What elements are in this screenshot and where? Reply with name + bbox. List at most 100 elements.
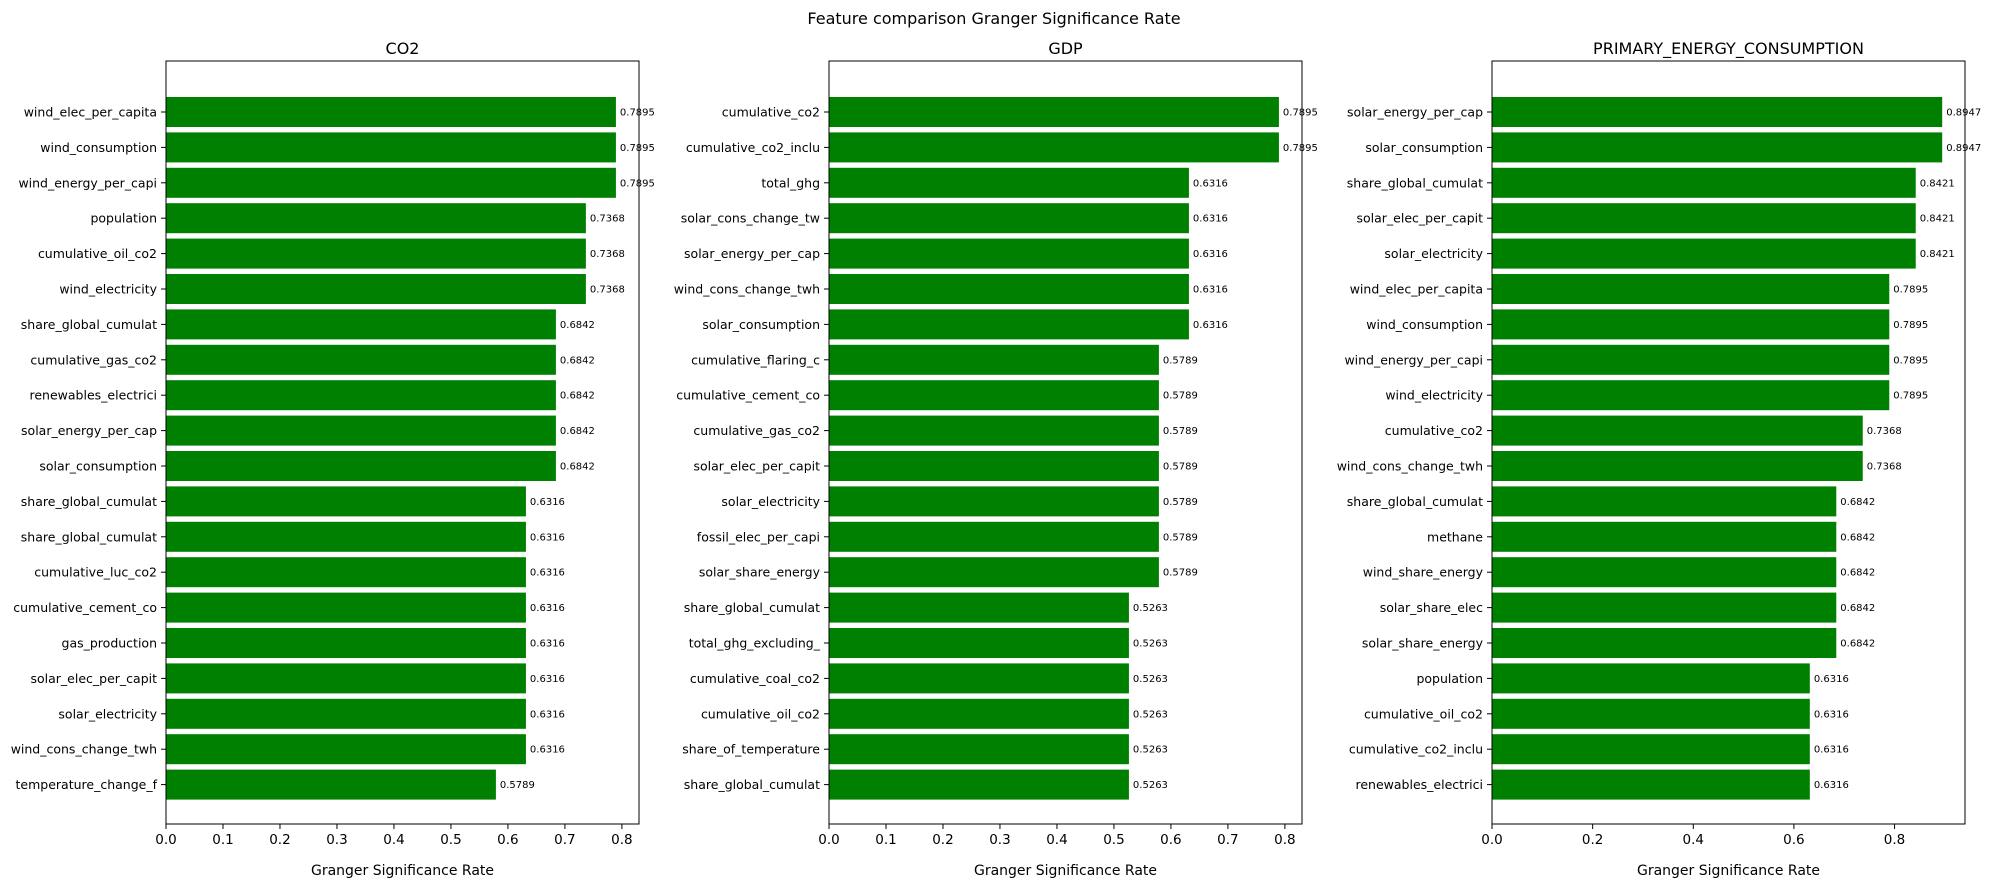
chart-2-value-label: 0.6842 [1840, 568, 1875, 579]
chart-0-x-tick-label: 0.1 [212, 832, 233, 848]
chart-1-x-tick-label: 0.7 [1217, 832, 1238, 848]
chart-1-category-label: solar_consumption [702, 317, 820, 332]
chart-2-bar [1492, 380, 1890, 411]
chart-0-category-label: solar_electricity [58, 706, 157, 721]
chart-1-bar [829, 132, 1279, 163]
chart-2-x-tick-label: 0.6 [1783, 832, 1804, 848]
chart-1-bar [829, 380, 1159, 411]
chart-2-x-tick-label: 0.2 [1582, 832, 1603, 848]
chart-0-x-tick-label: 0.2 [269, 832, 290, 848]
chart-2-x-tick-label: 0.8 [1884, 832, 1905, 848]
chart-0-category-label: gas_production [62, 636, 157, 651]
chart-2-category-label: solar_share_elec [1380, 600, 1483, 615]
chart-1-value-label: 0.6316 [1193, 178, 1228, 189]
chart-2-bar [1492, 451, 1863, 481]
chart-2-category-label: solar_elec_per_capit [1356, 211, 1483, 226]
chart-2-bar [1492, 203, 1916, 234]
chart-2-value-label: 0.7895 [1893, 285, 1928, 296]
chart-1-bar [829, 415, 1159, 446]
chart-1-bar [829, 521, 1159, 552]
chart-1-value-label: 0.6316 [1193, 320, 1228, 331]
chart-1-category-label: share_global_cumulat [684, 777, 820, 792]
chart-0-bar [166, 557, 526, 588]
chart-0-value-label: 0.6842 [560, 462, 595, 473]
chart-2-value-label: 0.7368 [1867, 462, 1902, 473]
chart-0-title: CO2 [386, 39, 420, 58]
chart-1-value-label: 0.5263 [1133, 674, 1168, 685]
chart-1-bar [829, 557, 1159, 588]
chart-2-bar [1492, 97, 1943, 127]
chart-1-category-label: total_ghg_excluding_ [689, 636, 821, 651]
chart-2-category-label: solar_electricity [1384, 246, 1483, 261]
chart-0-bar [166, 97, 616, 127]
chart-1-category-label: cumulative_co2_inclu [686, 140, 820, 155]
chart-2-value-label: 0.6842 [1840, 639, 1875, 650]
chart-2-bar [1492, 628, 1837, 658]
chart-1-category-label: solar_energy_per_cap [684, 246, 820, 261]
chart-0-category-label: renewables_electrici [30, 388, 158, 403]
chart-0-bar [166, 698, 526, 729]
chart-0-x-axis-label: Granger Significance Rate [311, 863, 494, 879]
chart-0-category-label: wind_elec_per_capita [24, 105, 157, 120]
chart-0-x-tick-label: 0.0 [155, 832, 176, 848]
chart-1-value-label: 0.6316 [1193, 214, 1228, 225]
chart-1-category-label: cumulative_coal_co2 [690, 671, 820, 686]
chart-0-bar [166, 521, 526, 552]
chart-0-value-label: 0.6316 [530, 603, 565, 614]
chart-panel-gdp: GDP cumulative_co2 0.7895 cumulative_co2_in… [674, 39, 1318, 879]
chart-0-bar [166, 274, 586, 304]
chart-2-bar [1492, 344, 1890, 375]
chart-1-x-tick-label: 0.3 [989, 832, 1010, 848]
chart-2-category-label: solar_energy_per_cap [1347, 105, 1483, 120]
chart-1-value-label: 0.5263 [1133, 709, 1168, 720]
chart-2-value-label: 0.8947 [1946, 143, 1981, 154]
chart-2-x-tick-label: 0.4 [1683, 832, 1704, 848]
chart-2-category-label: cumulative_co2 [1385, 423, 1483, 438]
chart-1-value-label: 0.5789 [1163, 462, 1198, 473]
chart-0-category-label: share_global_cumulat [21, 494, 157, 509]
chart-2-bar [1492, 663, 1810, 694]
chart-2-bar [1492, 238, 1916, 269]
chart-1-value-label: 0.5263 [1133, 745, 1168, 756]
chart-1-value-label: 0.7895 [1283, 143, 1318, 154]
chart-1-category-label: cumulative_co2 [722, 105, 820, 120]
chart-0-category-label: solar_elec_per_capit [30, 671, 157, 686]
chart-2-bar [1492, 132, 1943, 163]
chart-0-bar [166, 167, 616, 198]
chart-1-bar [829, 238, 1189, 269]
chart-0-category-label: solar_consumption [39, 459, 157, 474]
chart-0-bar [166, 203, 586, 234]
chart-2-x-axis-label: Granger Significance Rate [1637, 863, 1820, 879]
chart-1-bar [829, 451, 1159, 481]
chart-2-bar [1492, 309, 1890, 340]
chart-0-value-label: 0.7368 [590, 249, 625, 260]
chart-1-x-tick-label: 0.6 [1160, 832, 1181, 848]
chart-0-bar [166, 663, 526, 694]
chart-2-category-label: cumulative_co2_inclu [1349, 742, 1483, 757]
chart-0-category-label: cumulative_oil_co2 [38, 246, 157, 261]
chart-2-bar [1492, 274, 1890, 304]
figure-title: Feature comparison Granger Significance … [807, 9, 1180, 28]
chart-2-category-label: solar_share_energy [1362, 636, 1484, 651]
chart-panel-primary-energy-consumption: PRIMARY_ENERGY_CONSUMPTION solar_energy_p… [1337, 39, 1982, 879]
chart-2-value-label: 0.6316 [1814, 745, 1849, 756]
chart-2-category-label: wind_elec_per_capita [1350, 282, 1483, 297]
chart-1-value-label: 0.5789 [1163, 568, 1198, 579]
chart-1-x-tick-label: 0.1 [875, 832, 896, 848]
chart-2-value-label: 0.6842 [1840, 532, 1875, 543]
chart-0-value-label: 0.6842 [560, 426, 595, 437]
chart-2-category-label: wind_cons_change_twh [1337, 459, 1483, 474]
chart-1-category-label: wind_cons_change_twh [674, 282, 820, 297]
chart-0-bar [166, 344, 556, 375]
chart-2-category-label: cumulative_oil_co2 [1364, 706, 1483, 721]
chart-0-category-label: share_global_cumulat [21, 317, 157, 332]
chart-0-bar [166, 238, 586, 269]
chart-2-bar [1492, 415, 1863, 446]
chart-1-bar [829, 167, 1189, 198]
chart-0-x-tick-label: 0.7 [554, 832, 575, 848]
chart-0-value-label: 0.7895 [620, 108, 655, 119]
chart-2-category-label: wind_electricity [1385, 388, 1483, 403]
chart-0-bar [166, 380, 556, 411]
chart-0-category-label: solar_energy_per_cap [21, 423, 157, 438]
chart-1-category-label: solar_electricity [721, 494, 820, 509]
